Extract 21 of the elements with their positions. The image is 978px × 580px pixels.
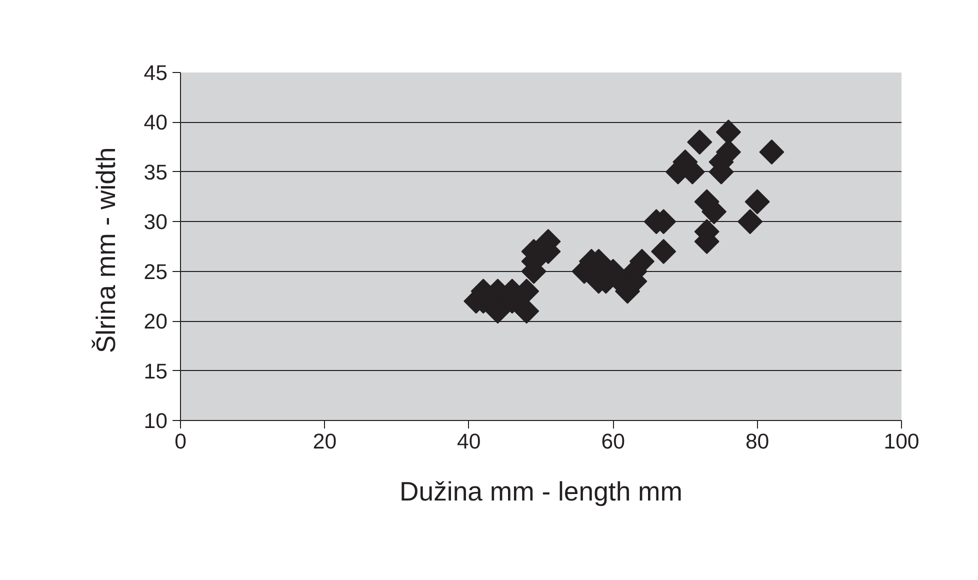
y-tick-label: 45: [144, 61, 168, 85]
point: [651, 238, 676, 264]
y-tick-label: 25: [144, 260, 168, 284]
x-tick-label: 60: [601, 430, 626, 454]
y-tick-label: 30: [144, 210, 168, 234]
y-axis-title: Šlrina mm - width: [90, 147, 121, 354]
y-tick-label: 20: [144, 310, 168, 334]
x-axis-title: Dužina mm - length mm: [400, 476, 682, 506]
x-tick-label: 80: [745, 430, 770, 454]
point: [759, 140, 784, 165]
point: [744, 189, 770, 214]
x-tick-label: 0: [174, 430, 187, 454]
x-tick-label: 100: [884, 430, 920, 454]
y-tick-label: 40: [144, 110, 168, 135]
x-tick-label: 20: [312, 430, 337, 454]
point: [738, 209, 763, 234]
y-tick-label: 35: [144, 160, 168, 184]
y-tick-label: 10: [144, 409, 168, 433]
y-tick-label: 15: [144, 359, 168, 384]
x-tick-label: 40: [457, 430, 481, 454]
point: [687, 130, 712, 155]
